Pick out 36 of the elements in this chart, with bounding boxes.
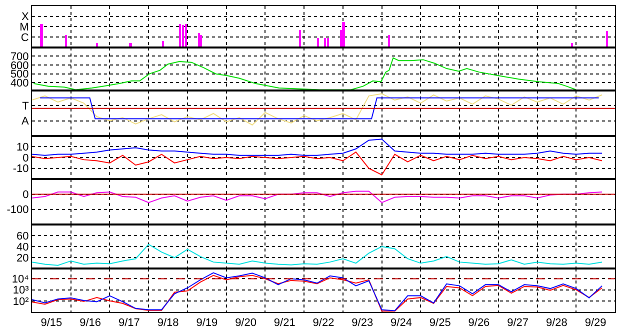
x-tick-label: 9/15 xyxy=(40,317,62,330)
y-tick-label: 10 xyxy=(16,142,29,154)
text: X xyxy=(21,11,30,24)
line-series xyxy=(32,152,603,176)
x-tick-label: 9/24 xyxy=(390,317,412,330)
y-tick-label: 10² xyxy=(12,296,30,308)
x-tick-label: 9/20 xyxy=(235,317,256,330)
x-tick-label: 9/19 xyxy=(196,317,218,330)
y-tick-label: 0 xyxy=(22,189,29,202)
line-series xyxy=(32,244,603,266)
text: C xyxy=(20,32,29,44)
line-series xyxy=(32,138,603,156)
x-tick-label: 9/22 xyxy=(312,317,334,330)
x-tick-label: 9/17 xyxy=(118,317,140,330)
y-tick-label: 40 xyxy=(16,241,29,254)
y-tick-label: -100 xyxy=(6,204,29,216)
line-series xyxy=(32,190,603,204)
x-tick-label: 9/16 xyxy=(80,317,102,330)
y-tick-label: -10 xyxy=(12,163,29,176)
x-tick-label: 9/21 xyxy=(274,317,296,330)
x-tick-label: 9/25 xyxy=(429,317,451,330)
text: M xyxy=(20,22,29,34)
y-tick-label: 60 xyxy=(16,230,29,242)
x-tick-label: 9/27 xyxy=(507,317,529,330)
text: A xyxy=(21,116,30,128)
text: T xyxy=(22,100,30,113)
x-tick-label: 9/23 xyxy=(352,317,374,330)
y-tick-label: 10⁴ xyxy=(12,274,30,286)
y-tick-label: 400 xyxy=(10,78,29,90)
y-tick-label: 10³ xyxy=(12,284,30,297)
x-tick-label: 9/26 xyxy=(468,317,490,330)
y-tick-label: 0 xyxy=(22,152,29,164)
x-tick-label: 9/18 xyxy=(157,317,179,330)
x-tick-label: 9/29 xyxy=(584,317,606,330)
y-tick-label: 20 xyxy=(16,252,29,264)
x-tick-label: 9/28 xyxy=(546,317,568,330)
